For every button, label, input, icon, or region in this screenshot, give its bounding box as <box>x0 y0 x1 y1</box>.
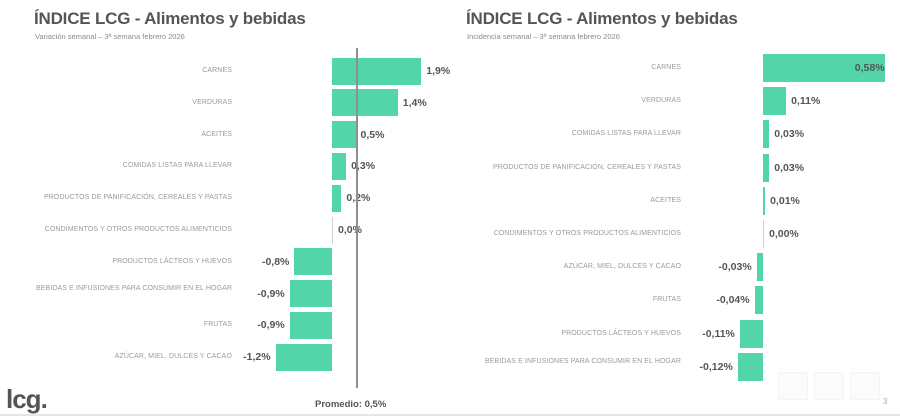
category-label: FRUTAS <box>203 321 232 329</box>
value-label: -0,04% <box>716 294 750 307</box>
value-label: -0,8% <box>261 255 290 268</box>
average-label: Promedio: 0,5% <box>315 399 387 410</box>
bar <box>289 280 332 308</box>
category-label: PRODUCTOS LÁCTEOS Y HUEVOS <box>112 257 232 265</box>
bar <box>739 319 763 348</box>
category-label: AZÚCAR, MIEL, DULCES Y CACAO <box>114 353 232 361</box>
value-label: 0,00% <box>769 228 799 240</box>
category-label: CONDIMENTOS Y OTROS PRODUCTOS ALIMENTICI… <box>493 230 681 237</box>
bar <box>332 184 342 212</box>
value-label: -0,9% <box>257 287 285 300</box>
value-label: 0,5% <box>360 128 385 141</box>
bar <box>332 152 347 180</box>
category-label: VERDURAS <box>192 98 232 106</box>
bottom-divider <box>0 414 900 416</box>
bar <box>756 253 763 282</box>
category-label: PRODUCTOS DE PANIFICACIÓN, CEREALES Y PA… <box>44 194 232 202</box>
bar <box>754 286 763 315</box>
category-label: COMIDAS LISTAS PARA LLEVAR <box>122 162 232 170</box>
category-label: ACEITES <box>201 130 232 138</box>
category-label: CARNES <box>202 67 232 74</box>
value-label: -0,9% <box>257 319 285 332</box>
value-label: 1,4% <box>402 96 427 109</box>
value-label: 0,0% <box>338 224 362 236</box>
bar <box>763 220 764 248</box>
category-label: CONDIMENTOS Y OTROS PRODUCTOS ALIMENTICI… <box>44 226 232 233</box>
average-line <box>356 48 358 388</box>
value-label: 0,58% <box>854 62 885 74</box>
bar <box>763 186 766 215</box>
category-label: COMIDAS LISTAS PARA LLEVAR <box>571 130 681 138</box>
lcg-logo: lcg. <box>6 384 48 414</box>
value-label: 1,9% <box>426 65 451 77</box>
bar <box>294 248 332 276</box>
value-label: -0,12% <box>699 360 733 373</box>
value-label: -1,2% <box>243 351 271 364</box>
value-label: 0,03% <box>774 128 805 141</box>
bar <box>763 153 770 182</box>
bar <box>332 89 398 117</box>
value-label: -0,03% <box>718 261 752 274</box>
category-label: PRODUCTOS DE PANIFICACIÓN, CEREALES Y PA… <box>493 163 681 171</box>
category-label: FRUTAS <box>652 296 681 304</box>
category-label: PRODUCTOS LÁCTEOS Y HUEVOS <box>561 329 681 337</box>
category-label: BEBIDAS E INFUSIONES PARA CONSUMIR EN EL… <box>485 357 681 365</box>
bar <box>275 343 332 371</box>
category-label: CARNES <box>651 64 681 71</box>
right-chart-title: ÍNDICE LCG - Alimentos y bebidas <box>466 9 738 28</box>
left-chart-title: ÍNDICE LCG - Alimentos y bebidas <box>34 9 306 28</box>
bar <box>332 216 333 244</box>
bar <box>763 87 787 116</box>
value-label: 0,03% <box>774 161 805 174</box>
bar <box>332 121 356 149</box>
bar <box>763 54 885 82</box>
value-label: 0,11% <box>791 95 821 108</box>
value-label: -0,11% <box>702 327 735 340</box>
value-label: 0,2% <box>346 192 371 205</box>
watermark-box <box>778 372 808 400</box>
category-label: AZÚCAR, MIEL, DULCES Y CACAO <box>563 263 681 271</box>
value-label: 0,01% <box>770 194 800 207</box>
page-number: 3 <box>883 397 888 406</box>
category-label: VERDURAS <box>641 97 681 105</box>
watermark-box <box>814 372 844 400</box>
left-chart-subtitle: Variación semanal – 3ª semana febrero 20… <box>35 32 185 41</box>
bar <box>737 352 763 381</box>
bar <box>763 120 770 149</box>
bar <box>289 311 332 339</box>
category-label: ACEITES <box>650 196 681 204</box>
watermark-box <box>850 372 880 400</box>
right-chart-subtitle: Incidencia semanal – 3ª semana febrero 2… <box>467 32 620 41</box>
bar <box>332 57 422 85</box>
category-label: BEBIDAS E INFUSIONES PARA CONSUMIR EN EL… <box>36 284 232 292</box>
